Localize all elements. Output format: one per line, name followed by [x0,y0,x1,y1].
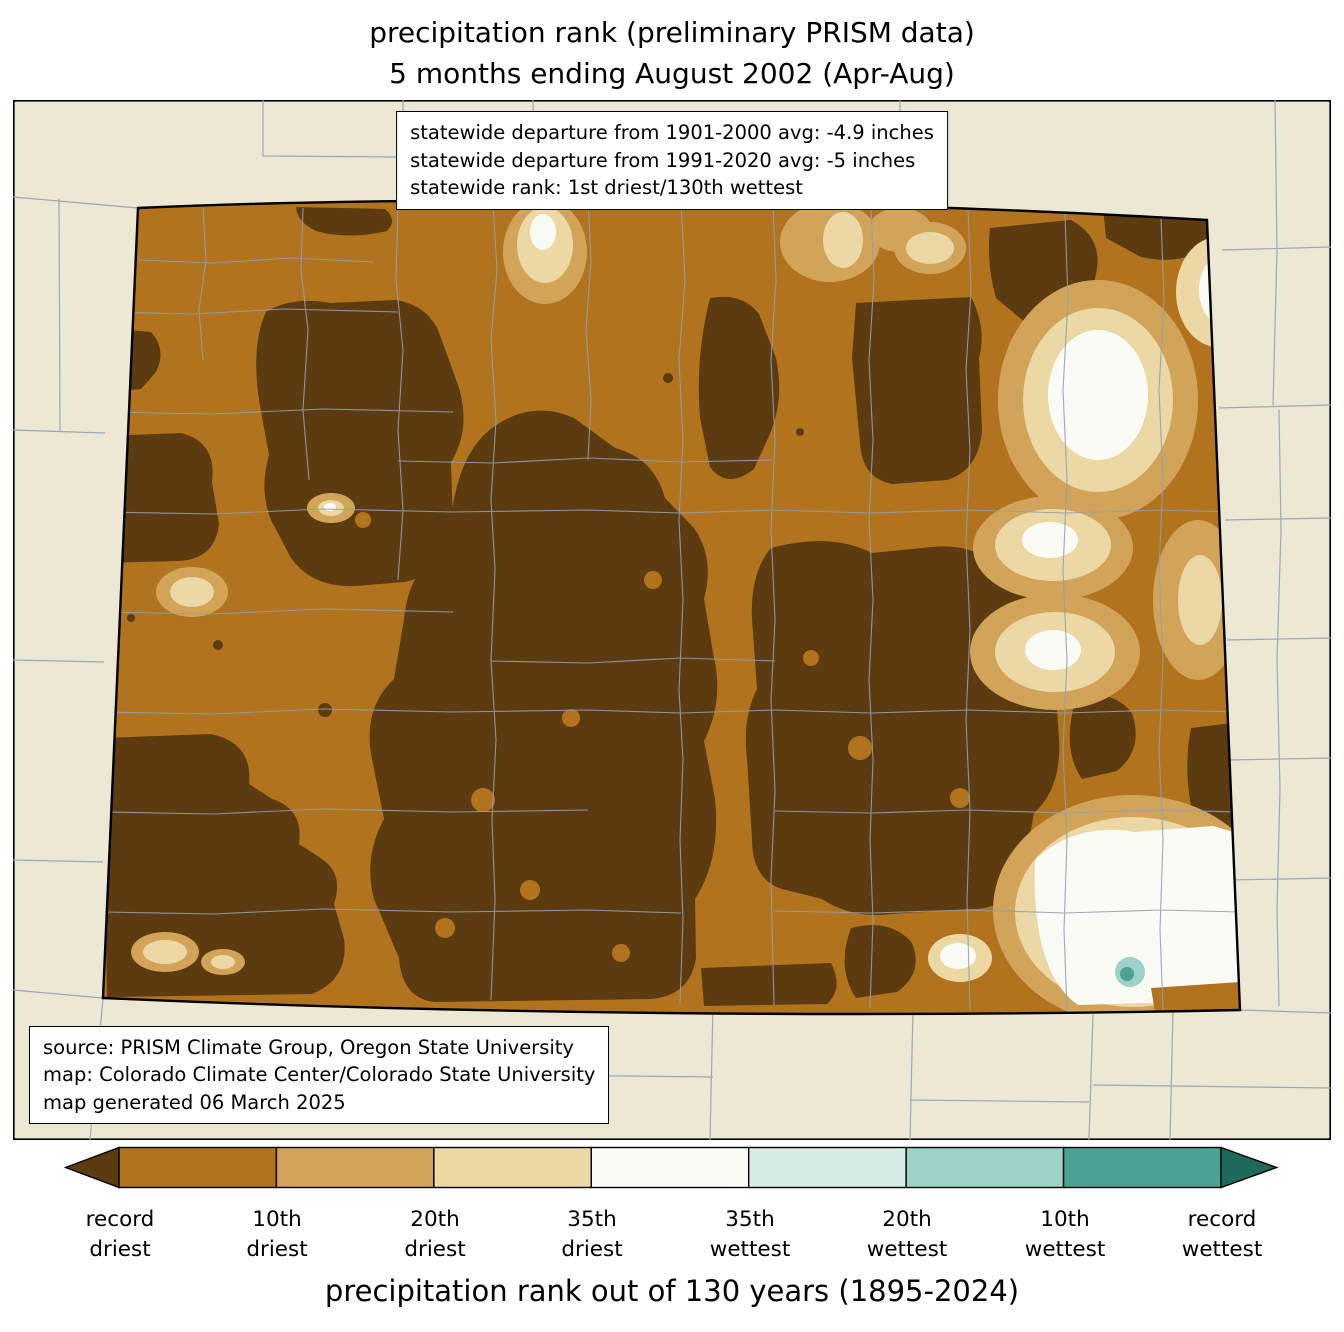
title-line-2: 5 months ending August 2002 (Apr-Aug) [389,57,955,90]
colorbar-label-10th-driest: 10th driest [246,1207,308,1262]
colorbar-arrow-record-driest [64,1146,120,1189]
colorbar-label-35th-wettest: 35th wettest [709,1207,791,1262]
stats-line-1: statewide departure from 1901-2000 avg: … [410,121,934,144]
colorbar-segment-2 [275,1146,435,1189]
colorbar-label-35th-driest: 35th driest [561,1207,623,1262]
source-line-3: map generated 06 March 2025 [43,1090,346,1114]
colorbar-segment-7 [1062,1146,1222,1189]
colorado-fill-layers [103,200,1240,1014]
page-title: precipitation rank (preliminary PRISM da… [0,12,1344,94]
source-line-2: map: Colorado Climate Center/Colorado St… [43,1063,596,1086]
colorbar-segment-4 [590,1146,750,1189]
wettest-teal-spot [1115,957,1145,987]
colorado-precipitation-map [13,100,1331,1140]
stats-line-3: statewide rank: 1st driest/130th wettest [410,176,803,199]
colorbar-segment-1 [118,1146,278,1189]
colorbar-caption: precipitation rank out of 130 years (189… [324,1274,1020,1308]
colorbar-label-record-wettest: record wettest [1181,1207,1263,1262]
colorbar-segment-6 [905,1146,1065,1189]
colorbar-arrow-record-wettest [1220,1146,1278,1189]
county-lines [104,200,1240,1011]
colorbar-segment-3 [433,1146,592,1189]
brown-texture-holes [355,512,970,962]
colorbar-label-record-driest: record driest [85,1207,155,1262]
stats-box: statewide departure from 1901-2000 avg: … [396,111,948,210]
colorbar-label-20th-wettest: 20th wettest [866,1207,948,1262]
source-box: source: PRISM Climate Group, Oregon Stat… [29,1025,610,1124]
title-line-1: precipitation rank (preliminary PRISM da… [369,16,975,49]
stats-line-2: statewide departure from 1991-2020 avg: … [410,148,916,172]
source-line-1: source: PRISM Climate Group, Oregon Stat… [43,1035,574,1059]
map-area: statewide departure from 1901-2000 avg: … [13,100,1331,1140]
colorbar-label-10th-wettest: 10th wettest [1024,1207,1106,1262]
colorbar [64,1146,1278,1189]
colorbar-label-20th-driest: 20th driest [404,1207,466,1262]
colorbar-segment-5 [748,1146,907,1189]
